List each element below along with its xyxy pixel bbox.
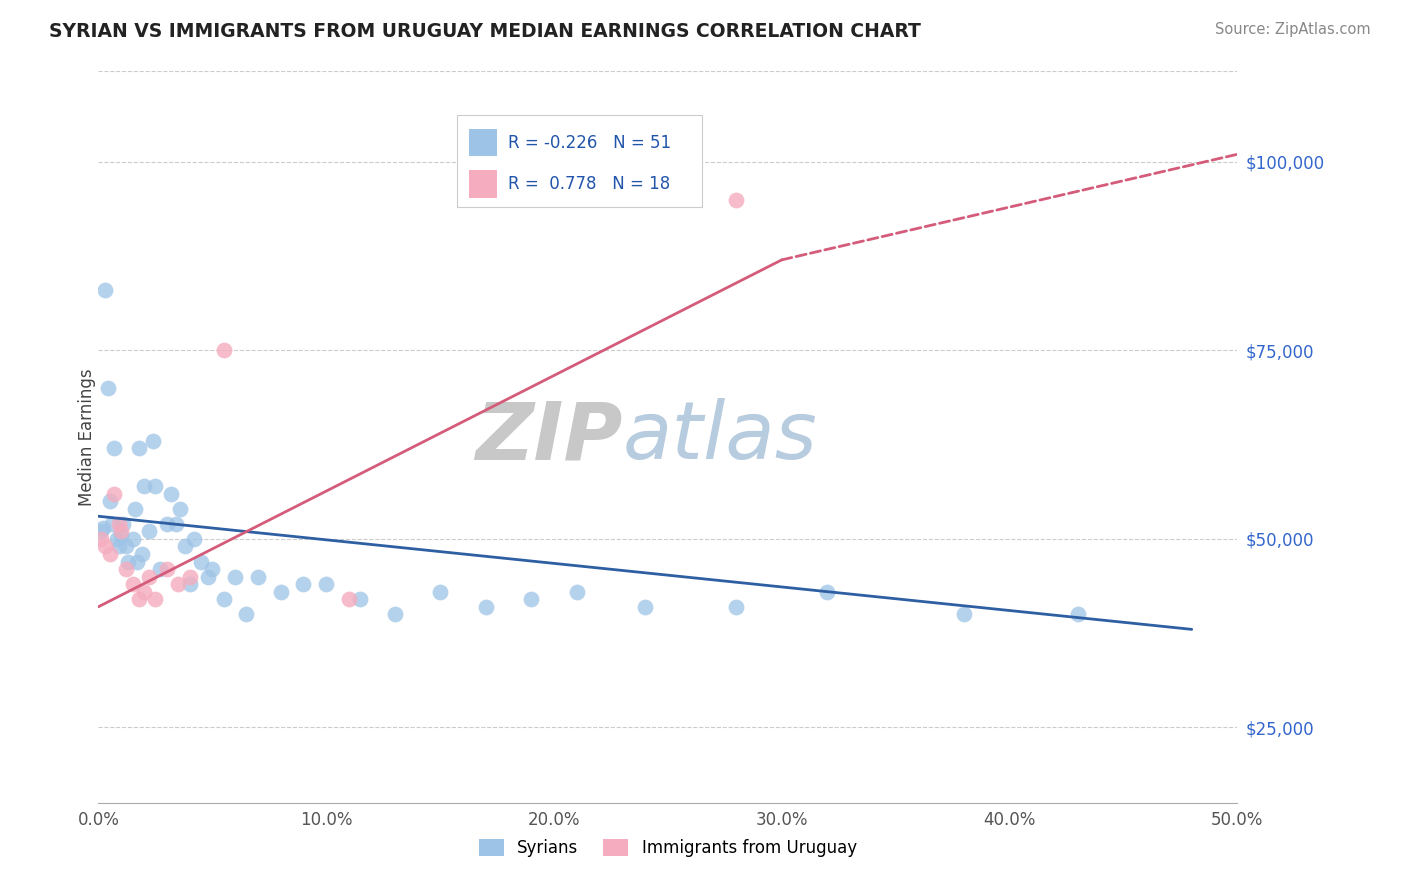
Point (94, 540, 117, 554)
Point (103, 442, 125, 456)
Point (98, 547, 121, 561)
Point (110, 524, 132, 539)
Point (138, 524, 160, 539)
Point (429, 584, 451, 599)
Point (132, 584, 155, 599)
Point (190, 554, 212, 568)
Point (165, 516, 187, 531)
Point (90, 532, 112, 546)
Point (174, 540, 197, 554)
Point (246, 569, 269, 583)
Point (1067, 607, 1090, 622)
Point (108, 516, 131, 531)
Point (96, 381, 118, 395)
FancyBboxPatch shape (457, 115, 702, 207)
Point (384, 607, 406, 622)
Text: atlas: atlas (623, 398, 817, 476)
Point (953, 607, 976, 622)
Point (131, 547, 153, 561)
Text: Source: ZipAtlas.com: Source: ZipAtlas.com (1215, 22, 1371, 37)
Point (94, 283, 117, 297)
Point (634, 599, 657, 614)
Point (149, 562, 172, 576)
Point (179, 569, 201, 583)
Point (121, 532, 143, 546)
FancyBboxPatch shape (468, 129, 498, 156)
Y-axis label: Median Earnings: Median Earnings (79, 368, 96, 506)
Point (197, 569, 219, 583)
Point (474, 599, 496, 614)
Point (101, 516, 124, 531)
Point (114, 562, 136, 576)
Point (128, 442, 150, 456)
Point (114, 540, 136, 554)
Text: ZIP: ZIP (475, 398, 623, 476)
Point (565, 584, 588, 599)
Text: SYRIAN VS IMMIGRANTS FROM URUGUAY MEDIAN EARNINGS CORRELATION CHART: SYRIAN VS IMMIGRANTS FROM URUGUAY MEDIAN… (49, 22, 921, 41)
Point (108, 540, 131, 554)
Point (124, 501, 146, 516)
Point (315, 577, 337, 591)
Point (183, 532, 205, 546)
Point (292, 577, 315, 591)
Point (98, 494, 121, 508)
Point (349, 592, 371, 607)
Point (725, 193, 748, 207)
Legend: Syrians, Immigrants from Uruguay: Syrians, Immigrants from Uruguay (472, 832, 863, 864)
Point (224, 569, 246, 583)
Point (145, 479, 167, 493)
Point (117, 554, 139, 568)
Text: R = -0.226   N = 51: R = -0.226 N = 51 (509, 134, 672, 152)
Text: R =  0.778   N = 18: R = 0.778 N = 18 (509, 175, 671, 193)
Point (91, 520, 114, 534)
Point (212, 343, 235, 358)
Point (103, 486, 125, 500)
Point (128, 592, 150, 607)
Point (235, 607, 257, 622)
Point (212, 592, 235, 607)
Point (138, 569, 160, 583)
Point (520, 592, 543, 607)
Point (90, 524, 112, 539)
Point (142, 434, 165, 448)
Point (156, 516, 179, 531)
FancyBboxPatch shape (468, 170, 498, 197)
Point (127, 554, 149, 568)
Point (270, 584, 292, 599)
Point (815, 584, 838, 599)
Point (121, 577, 143, 591)
Point (337, 592, 360, 607)
Point (201, 562, 224, 576)
Point (145, 592, 167, 607)
Point (132, 479, 155, 493)
Point (167, 577, 190, 591)
Point (105, 532, 128, 546)
Point (156, 562, 179, 576)
Point (169, 501, 191, 516)
Point (179, 577, 201, 591)
Point (725, 599, 748, 614)
Point (110, 528, 132, 542)
Point (112, 516, 135, 531)
Point (160, 486, 183, 500)
